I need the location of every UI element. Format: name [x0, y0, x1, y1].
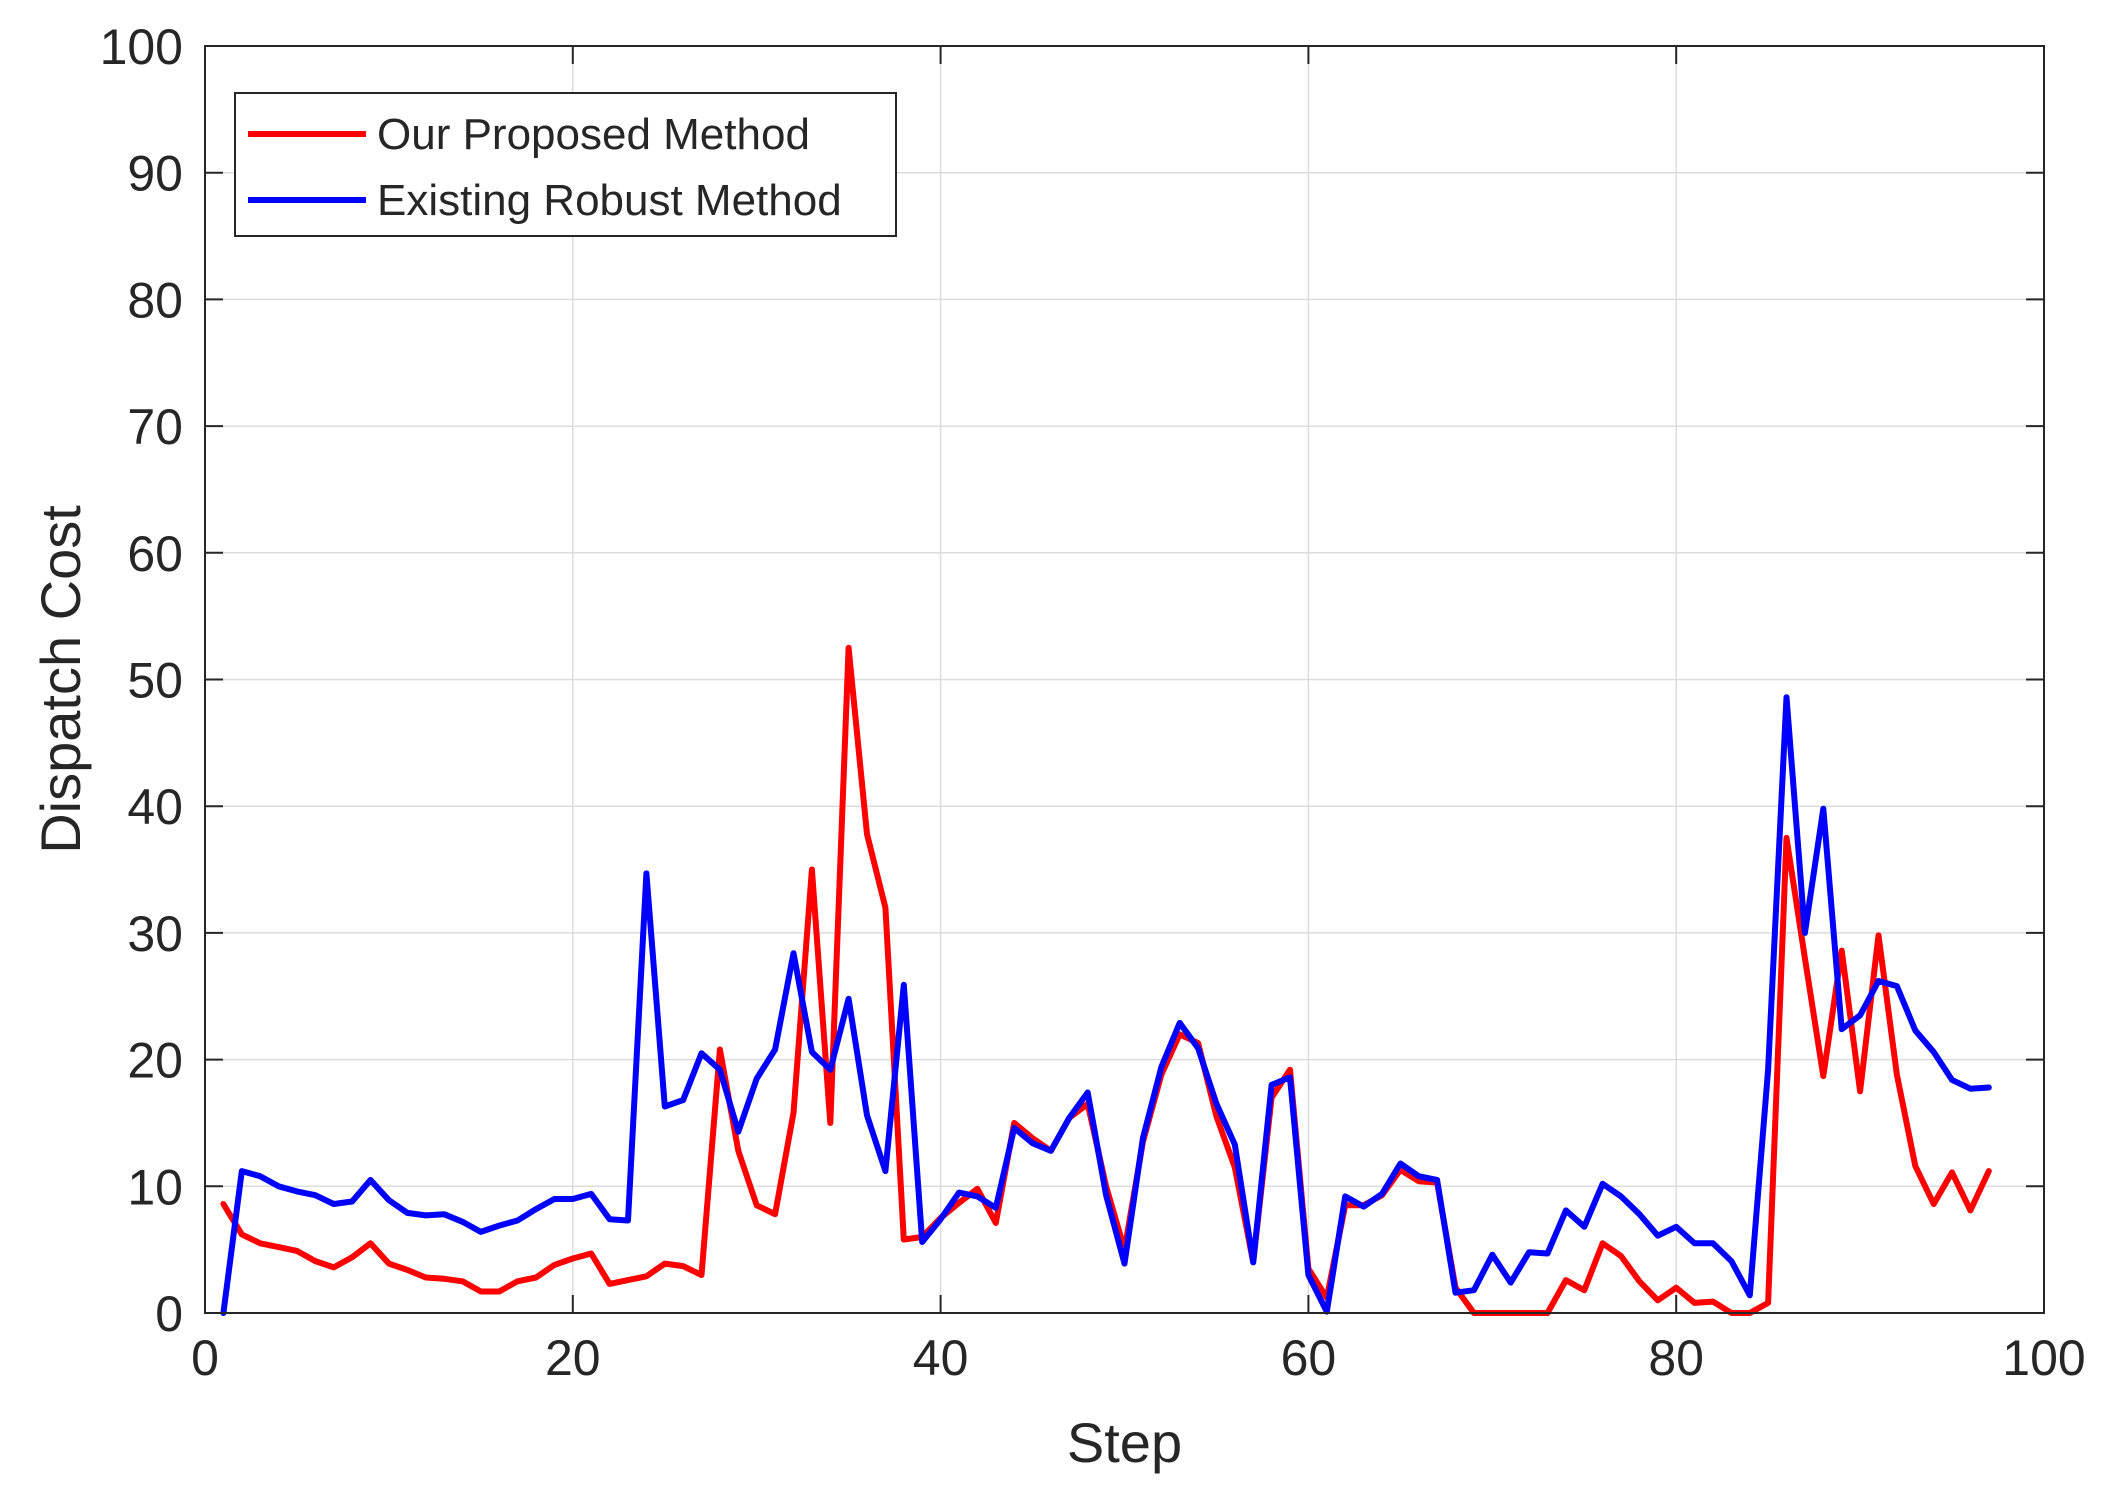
y-tick-label: 10 [127, 1159, 183, 1215]
y-tick-label: 80 [127, 272, 183, 328]
y-tick-label: 60 [127, 526, 183, 582]
y-tick-label: 40 [127, 779, 183, 835]
tick-labels: 0 20 40 60 80 100 0 10 20 30 40 50 60 70 80 90 100 [100, 19, 2086, 1386]
y-tick-label: 50 [127, 653, 183, 709]
series-line-existing-robust-method [220, 694, 1992, 1316]
legend-label-existing-robust-method: Existing Robust Method [377, 176, 842, 225]
y-tick-label: 0 [155, 1286, 183, 1342]
legend: Our Proposed Method Existing Robust Meth… [234, 92, 897, 237]
legend-box [234, 92, 897, 237]
x-axis-label: Step [1067, 1411, 1182, 1474]
grid-lines [205, 46, 2044, 1313]
x-tick-label: 100 [2002, 1330, 2085, 1386]
x-tick-label: 60 [1281, 1330, 1337, 1386]
axis-ticks [204, 45, 2045, 1314]
legend-label-our-proposed-method: Our Proposed Method [377, 110, 810, 159]
x-tick-label: 0 [191, 1330, 219, 1386]
x-tick-label: 80 [1648, 1330, 1704, 1386]
y-axis-label: Dispatch Cost [29, 505, 92, 854]
y-tick-label: 30 [127, 906, 183, 962]
x-tick-label: 20 [545, 1330, 601, 1386]
y-tick-label: 20 [127, 1033, 183, 1089]
y-tick-label: 90 [127, 146, 183, 202]
series-layer [220, 644, 1992, 1316]
y-tick-label: 100 [100, 19, 183, 75]
x-tick-label: 40 [913, 1330, 969, 1386]
y-tick-label: 70 [127, 399, 183, 455]
plot-area [220, 644, 1992, 1316]
